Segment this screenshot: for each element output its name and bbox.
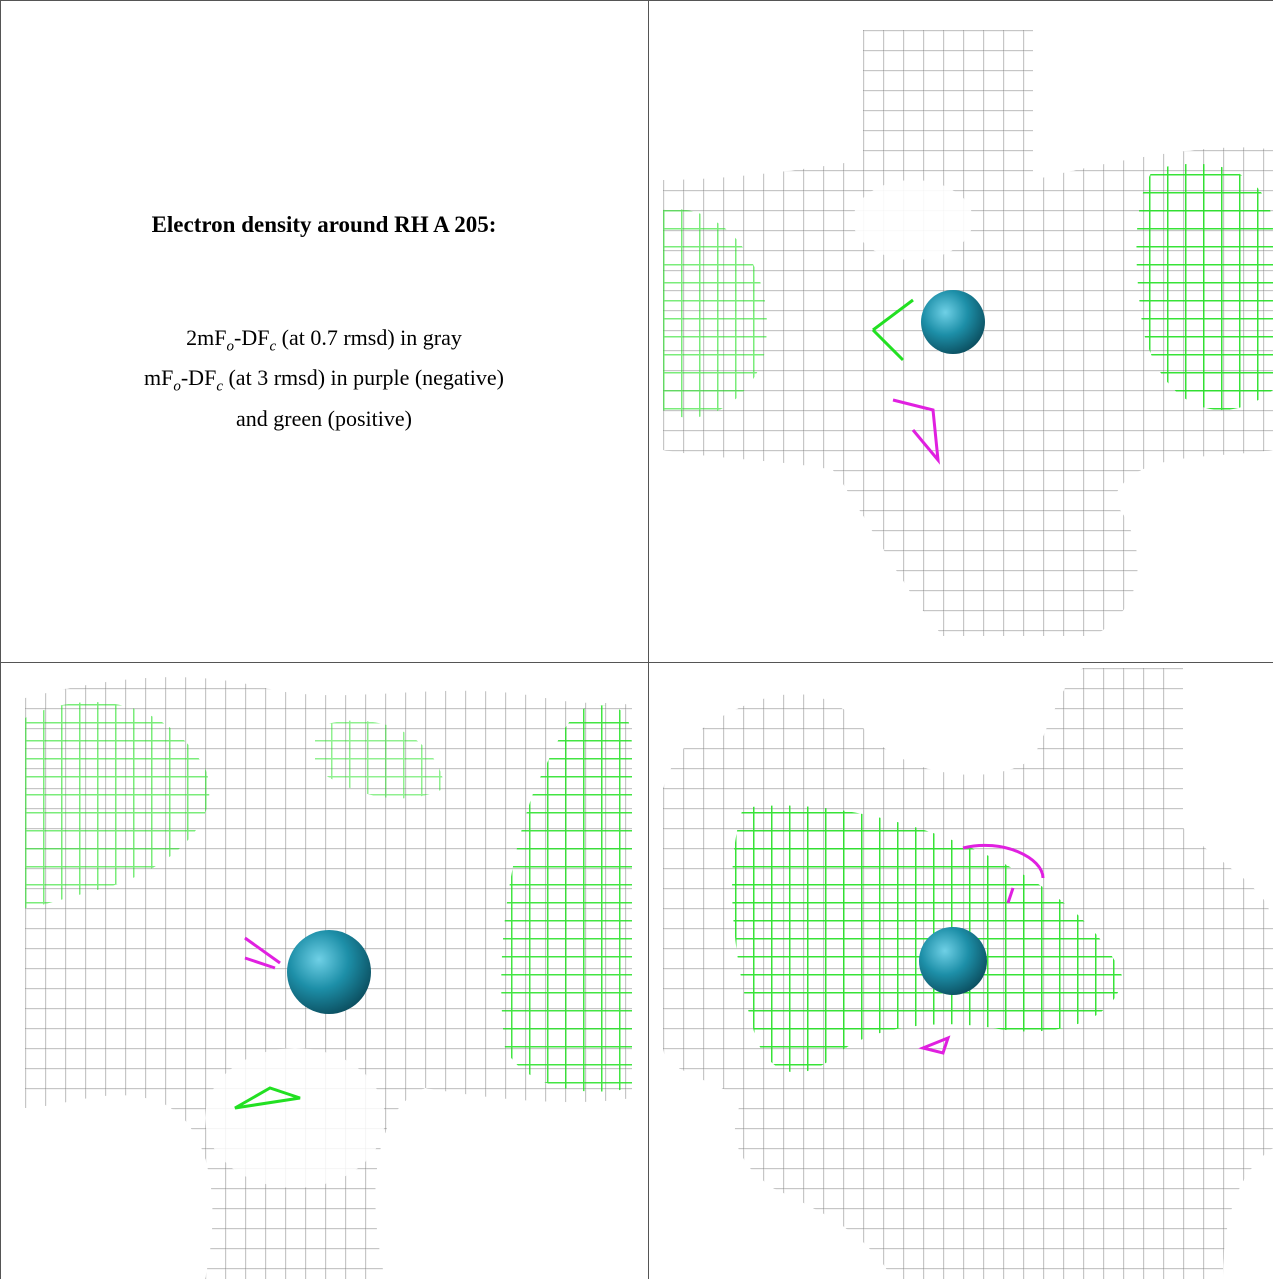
mesh-view [663, 668, 1273, 1279]
mesh-view [663, 30, 1273, 636]
legend-text: (at 3 rmsd) in purple (negative) [222, 365, 504, 391]
caption-title: Electron density around RH A 205: [151, 212, 497, 237]
subscript: o [226, 338, 235, 355]
caption-legend: 2mFo-DFc (at 0.7 rmsd) in gray mFo-DFc (a… [0, 322, 648, 435]
density-image [25, 668, 632, 1279]
mesh-view [25, 677, 632, 1279]
legend-text: (at 0.7 rmsd) in gray [276, 325, 462, 350]
legend-line: 2mFo-DFc (at 0.7 rmsd) in gray [0, 322, 648, 362]
legend-text: and green (positive) [236, 405, 412, 431]
legend-text: -DF [180, 365, 217, 391]
border [648, 0, 649, 1279]
border [0, 0, 1, 1279]
caption-cell: Electron density around RH A 205: 2mFo-D… [0, 0, 648, 662]
density-image [663, 668, 1273, 1279]
legend-text: -DF [234, 325, 270, 350]
subscript: c [269, 338, 277, 355]
subscript: o [173, 378, 181, 395]
legend-text: 2mF [186, 325, 227, 350]
legend-line: mFo-DFc (at 3 rmsd) in purple (negative) [0, 362, 648, 402]
legend-line: and green (positive) [0, 403, 648, 435]
border [0, 662, 1273, 663]
legend-text: mF [144, 365, 174, 391]
subscript: c [216, 378, 223, 395]
border [0, 0, 1273, 1]
density-image [663, 30, 1273, 636]
